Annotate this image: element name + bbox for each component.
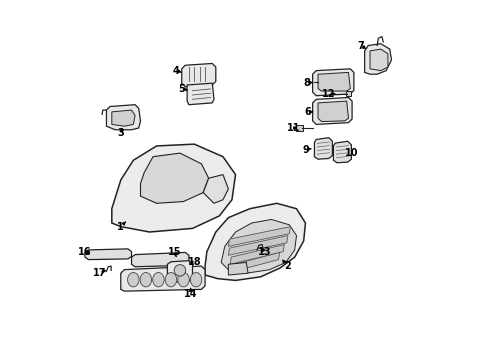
- Polygon shape: [221, 220, 296, 273]
- Polygon shape: [317, 101, 348, 122]
- Text: 13: 13: [257, 247, 270, 257]
- Polygon shape: [346, 91, 350, 96]
- Ellipse shape: [140, 273, 151, 287]
- Polygon shape: [140, 153, 208, 203]
- Ellipse shape: [152, 273, 164, 287]
- Circle shape: [174, 265, 185, 276]
- Polygon shape: [312, 98, 351, 125]
- Polygon shape: [228, 262, 247, 275]
- Polygon shape: [364, 44, 391, 74]
- Polygon shape: [230, 244, 284, 264]
- Text: 15: 15: [167, 247, 181, 257]
- Text: 11: 11: [286, 123, 300, 133]
- Text: 14: 14: [183, 289, 197, 299]
- Ellipse shape: [178, 273, 189, 287]
- Polygon shape: [312, 69, 353, 96]
- Polygon shape: [167, 261, 192, 282]
- Polygon shape: [228, 226, 290, 246]
- Polygon shape: [204, 203, 305, 280]
- Ellipse shape: [165, 273, 176, 287]
- Polygon shape: [317, 72, 349, 91]
- Polygon shape: [187, 83, 214, 105]
- Text: 3: 3: [117, 129, 124, 138]
- Polygon shape: [203, 175, 228, 203]
- Polygon shape: [333, 141, 351, 163]
- Polygon shape: [112, 110, 135, 126]
- Text: 12: 12: [322, 89, 335, 99]
- Polygon shape: [296, 125, 302, 131]
- Polygon shape: [369, 49, 387, 71]
- Text: 10: 10: [345, 148, 358, 158]
- Polygon shape: [314, 138, 332, 159]
- Text: 1: 1: [117, 222, 124, 231]
- Text: 9: 9: [302, 144, 308, 154]
- Ellipse shape: [127, 273, 139, 287]
- Polygon shape: [228, 235, 287, 255]
- Text: 8: 8: [303, 78, 310, 88]
- Polygon shape: [233, 252, 279, 271]
- Text: 7: 7: [357, 41, 364, 50]
- Text: 4: 4: [173, 66, 180, 76]
- Text: 17: 17: [92, 267, 106, 278]
- Polygon shape: [121, 266, 204, 291]
- Polygon shape: [131, 252, 188, 267]
- Polygon shape: [112, 144, 235, 232]
- Text: 18: 18: [187, 257, 201, 267]
- Polygon shape: [106, 105, 140, 130]
- Text: 16: 16: [78, 247, 91, 257]
- Ellipse shape: [190, 273, 202, 287]
- Text: 2: 2: [284, 261, 290, 271]
- Polygon shape: [85, 249, 131, 260]
- Text: 5: 5: [178, 84, 185, 94]
- Text: 6: 6: [303, 107, 310, 117]
- Polygon shape: [182, 63, 215, 87]
